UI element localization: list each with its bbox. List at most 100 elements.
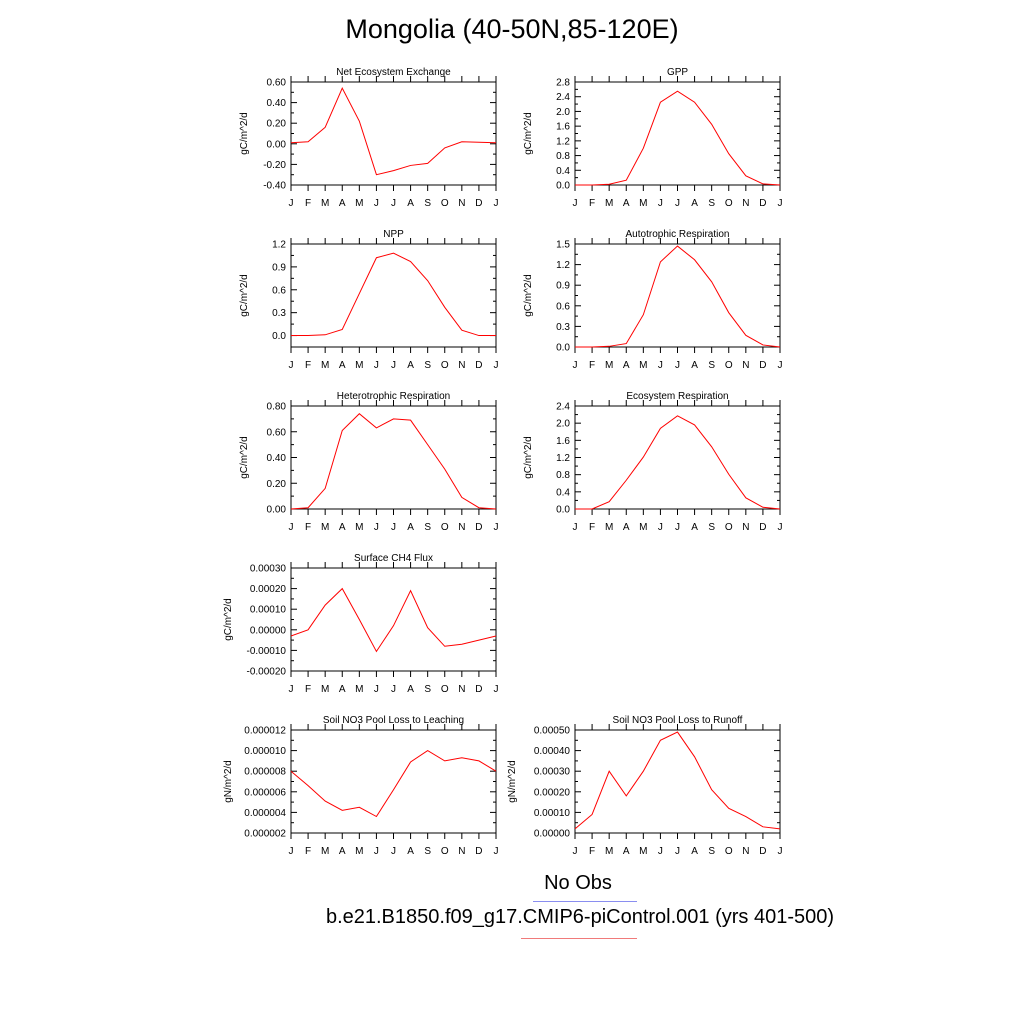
x-tick-label: A: [339, 360, 346, 371]
x-tick-label: J: [494, 846, 499, 857]
legend-obs-label: No Obs: [544, 872, 612, 894]
x-tick-label: J: [573, 846, 578, 857]
plot-frame: [574, 81, 781, 186]
y-axis-label: gC/m^2/d: [239, 436, 250, 479]
x-tick-label: N: [742, 522, 749, 533]
y-tick-label: 2.4: [556, 92, 570, 103]
x-tick-label: A: [691, 198, 698, 209]
y-tick-label: 0.8: [556, 470, 570, 481]
x-tick-label: D: [759, 360, 766, 371]
y-tick-label: 1.2: [556, 453, 570, 464]
panel-title: Net Ecosystem Exchange: [336, 67, 451, 78]
y-tick-label: 1.2: [556, 260, 570, 271]
x-tick-label: F: [305, 846, 311, 857]
x-tick-label: A: [623, 360, 630, 371]
y-tick-label: 0.40: [267, 98, 287, 109]
y-tick-label: 0.00020: [534, 787, 571, 798]
legend-case-label: b.e21.B1850.f09_g17.CMIP6-piControl.001 …: [325, 906, 835, 928]
x-tick-label: A: [339, 684, 346, 695]
x-tick-label: M: [321, 846, 329, 857]
y-tick-label: 1.6: [556, 436, 570, 447]
series-line: [575, 245, 781, 348]
x-tick-label: N: [458, 684, 465, 695]
panel-title: GPP: [667, 67, 688, 78]
x-tick-label: D: [475, 684, 482, 695]
panel-title: Ecosystem Respiration: [626, 391, 728, 402]
chart-panel: Surface CH4 Flux gC/m^2/d -0.00020 -0.00010…: [223, 553, 499, 695]
x-tick-label: J: [658, 522, 663, 533]
x-tick-label: O: [725, 846, 733, 857]
x-tick-label: S: [708, 198, 715, 209]
x-tick-label: N: [458, 198, 465, 209]
x-tick-label: O: [441, 846, 449, 857]
x-tick-label: M: [639, 522, 647, 533]
y-tick-label: 2.0: [556, 419, 570, 430]
y-tick-label: 0.80: [267, 402, 287, 413]
series-line: [575, 90, 781, 186]
plot-frame: [574, 405, 781, 510]
y-tick-label: -0.20: [263, 160, 286, 171]
x-tick-label: O: [725, 522, 733, 533]
y-tick-label: 1.6: [556, 122, 570, 133]
y-axis-label: gN/m^2/d: [507, 760, 518, 803]
x-tick-label: D: [475, 522, 482, 533]
y-tick-label: 0.0: [556, 505, 570, 516]
legend-obs-line: [533, 901, 637, 902]
x-tick-label: F: [589, 522, 595, 533]
x-tick-label: J: [675, 846, 680, 857]
x-tick-label: F: [305, 360, 311, 371]
series-line: [291, 252, 496, 337]
y-tick-label: 0.00010: [534, 808, 571, 819]
x-tick-label: J: [494, 198, 499, 209]
x-tick-label: J: [494, 522, 499, 533]
y-tick-label: 0.0: [556, 343, 570, 354]
x-tick-label: N: [742, 360, 749, 371]
x-tick-label: J: [675, 360, 680, 371]
x-tick-label: D: [759, 522, 766, 533]
x-tick-label: A: [623, 198, 630, 209]
x-tick-label: J: [391, 522, 396, 533]
y-axis-label: gC/m^2/d: [523, 112, 534, 155]
y-tick-label: 0.6: [556, 301, 570, 312]
x-tick-label: J: [391, 198, 396, 209]
y-tick-label: -0.40: [263, 181, 286, 192]
x-tick-label: A: [339, 846, 346, 857]
y-tick-label: 0.4: [556, 487, 570, 498]
plot-frame: [290, 81, 497, 186]
x-tick-label: J: [494, 360, 499, 371]
x-tick-label: J: [573, 198, 578, 209]
x-tick-label: J: [374, 684, 379, 695]
x-tick-label: S: [424, 360, 431, 371]
x-tick-label: M: [639, 198, 647, 209]
panel-title: Heterotrophic Respiration: [337, 391, 450, 402]
y-tick-label: 0.000010: [244, 746, 286, 757]
x-tick-label: J: [778, 198, 783, 209]
x-tick-label: M: [355, 360, 363, 371]
y-tick-label: 0.00030: [534, 767, 571, 778]
y-tick-label: 0.6: [272, 285, 286, 296]
x-tick-label: S: [708, 360, 715, 371]
x-tick-label: N: [742, 198, 749, 209]
x-tick-label: A: [691, 360, 698, 371]
y-tick-label: 0.9: [272, 262, 286, 273]
x-tick-label: J: [778, 846, 783, 857]
plot-frame: [574, 729, 781, 834]
x-tick-label: J: [658, 198, 663, 209]
x-tick-label: J: [675, 198, 680, 209]
y-tick-label: -0.00010: [247, 646, 287, 657]
x-tick-label: J: [494, 684, 499, 695]
y-tick-label: 0.3: [272, 308, 286, 319]
x-tick-label: M: [639, 846, 647, 857]
y-tick-label: 0.000008: [244, 767, 286, 778]
y-tick-label: 2.4: [556, 402, 570, 413]
y-tick-label: 0.000004: [244, 808, 286, 819]
y-tick-label: 0.00: [267, 139, 287, 150]
x-tick-label: A: [691, 522, 698, 533]
x-tick-label: J: [658, 846, 663, 857]
y-tick-label: 0.00010: [250, 605, 287, 616]
series-line: [290, 750, 497, 818]
plot-frame: [574, 243, 781, 348]
x-tick-label: D: [475, 360, 482, 371]
x-tick-label: M: [355, 684, 363, 695]
x-tick-label: J: [289, 684, 294, 695]
